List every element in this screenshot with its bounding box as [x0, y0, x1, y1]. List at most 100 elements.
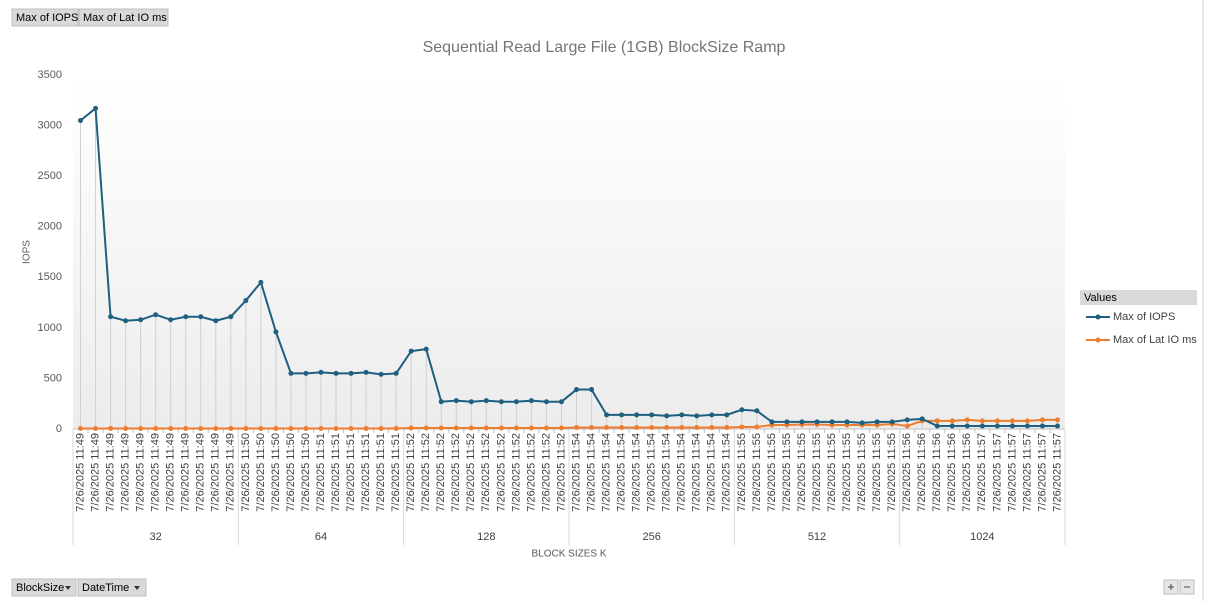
x-tick-label: 7/26/2025 11:52	[525, 433, 537, 512]
x-tick-label: 7/26/2025 11:56	[946, 433, 958, 512]
series-marker	[123, 425, 129, 431]
series-marker	[168, 317, 174, 323]
series-marker	[1024, 423, 1030, 429]
series-marker	[168, 425, 174, 431]
x-tick-label: 7/26/2025 11:56	[916, 433, 928, 512]
series-marker	[513, 425, 519, 431]
x-tick-label: 7/26/2025 11:52	[510, 433, 522, 512]
group-label: 128	[477, 531, 495, 543]
x-tick-label: 7/26/2025 11:49	[74, 433, 86, 512]
series-marker	[303, 425, 309, 431]
series-marker	[784, 419, 790, 425]
value-field-button[interactable]	[78, 8, 169, 27]
series-marker	[528, 425, 534, 431]
plot-area	[73, 75, 1065, 429]
dropdown-arrow[interactable]	[134, 586, 140, 590]
series-marker	[543, 399, 549, 405]
series-marker	[649, 412, 655, 418]
series-marker	[273, 329, 279, 335]
series-marker	[453, 398, 459, 404]
x-tick-label: 7/26/2025 11:49	[89, 433, 101, 512]
series-marker	[634, 424, 640, 430]
series-marker	[679, 412, 685, 418]
axis-field-button[interactable]	[77, 578, 147, 597]
series-marker	[558, 399, 564, 405]
series-marker	[589, 424, 595, 430]
series-marker	[558, 425, 564, 431]
x-tick-label: 7/26/2025 11:55	[736, 433, 748, 512]
series-marker	[78, 425, 84, 431]
series-marker	[258, 425, 264, 431]
series-marker	[949, 418, 955, 424]
series-marker	[574, 387, 580, 393]
series-marker	[243, 298, 249, 304]
x-tick-label: 7/26/2025 11:49	[195, 433, 207, 512]
x-tick-label: 7/26/2025 11:54	[646, 433, 658, 512]
value-field-button-label[interactable]: Max of IOPS	[16, 12, 78, 24]
series-marker	[814, 419, 820, 425]
x-tick-label: 7/26/2025 11:51	[330, 433, 342, 512]
value-field-button[interactable]	[11, 8, 79, 27]
series-marker	[78, 118, 84, 124]
x-tick-label: 7/26/2025 11:49	[104, 433, 116, 512]
legend-swatch-marker	[1095, 337, 1101, 343]
series-marker	[859, 420, 865, 426]
x-tick-label: 7/26/2025 11:52	[480, 433, 492, 512]
x-tick-label: 7/26/2025 11:54	[600, 433, 612, 512]
group-label: 64	[315, 531, 327, 543]
y-axis-title: IOPS	[22, 240, 33, 264]
x-tick-label: 7/26/2025 11:51	[345, 433, 357, 512]
series-marker	[1009, 418, 1015, 424]
y-tick-label: 3000	[38, 119, 62, 131]
x-tick-label: 7/26/2025 11:50	[240, 433, 252, 512]
series-marker	[543, 425, 549, 431]
series-marker	[634, 412, 640, 418]
dropdown-arrow[interactable]	[65, 586, 71, 590]
series-marker	[228, 314, 234, 320]
x-tick-label: 7/26/2025 11:55	[886, 433, 898, 512]
series-marker	[183, 314, 189, 320]
series-marker	[423, 346, 429, 352]
series-marker	[528, 398, 534, 404]
x-tick-label: 7/26/2025 11:52	[495, 433, 507, 512]
series-marker	[934, 418, 940, 424]
value-field-button-label[interactable]: Max of Lat IO ms	[83, 12, 167, 24]
series-marker	[363, 425, 369, 431]
series-marker	[498, 399, 504, 405]
series-marker	[904, 417, 910, 423]
series-marker	[724, 424, 730, 430]
series-marker	[198, 425, 204, 431]
series-marker	[754, 424, 760, 430]
series-marker	[288, 370, 294, 376]
x-tick-label: 7/26/2025 11:55	[826, 433, 838, 512]
series-marker	[1054, 417, 1060, 423]
series-marker	[874, 419, 880, 425]
series-marker	[754, 408, 760, 414]
x-tick-label: 7/26/2025 11:50	[285, 433, 297, 512]
x-tick-label: 7/26/2025 11:54	[585, 433, 597, 512]
axis-field-button[interactable]	[11, 578, 77, 597]
x-tick-label: 7/26/2025 11:54	[570, 433, 582, 512]
y-tick-label: 2500	[38, 170, 62, 182]
series-marker	[934, 423, 940, 429]
x-tick-label: 7/26/2025 11:49	[150, 433, 162, 512]
axis-field-button-label[interactable]: BlockSize	[16, 582, 64, 594]
series-marker	[333, 425, 339, 431]
axis-field-button-label[interactable]: DateTime	[82, 582, 129, 594]
series-marker	[664, 424, 670, 430]
x-tick-label: 7/26/2025 11:55	[796, 433, 808, 512]
legend-title: Values	[1084, 292, 1117, 304]
x-tick-label: 7/26/2025 11:57	[1006, 433, 1018, 512]
x-tick-label: 7/26/2025 11:52	[540, 433, 552, 512]
x-tick-label: 7/26/2025 11:52	[555, 433, 567, 512]
series-marker	[258, 279, 264, 285]
x-tick-label: 7/26/2025 11:57	[991, 433, 1003, 512]
x-tick-label: 7/26/2025 11:55	[811, 433, 823, 512]
legend-swatch-marker	[1095, 314, 1101, 320]
series-marker	[1024, 418, 1030, 424]
plus-icon[interactable]	[1168, 584, 1174, 590]
series-marker	[198, 314, 204, 320]
series-line	[80, 418, 1058, 430]
series-marker	[138, 425, 144, 431]
y-tick-label: 2000	[38, 221, 62, 233]
